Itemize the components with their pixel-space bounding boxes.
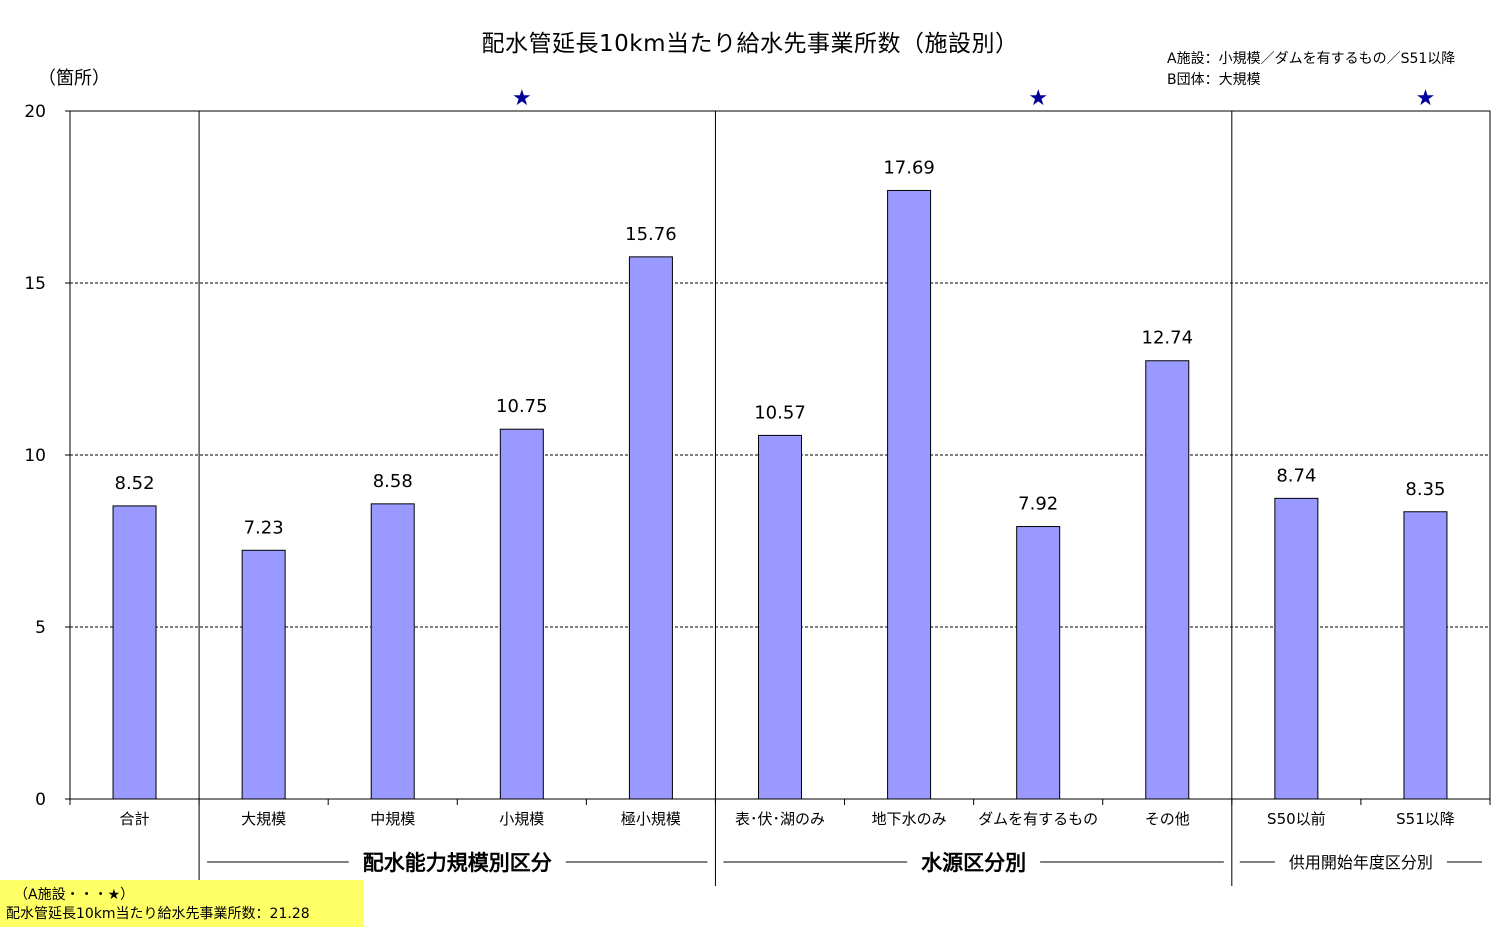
category-label: 大規模 bbox=[241, 810, 286, 828]
bar-value-label: 17.69 bbox=[883, 157, 935, 178]
group-label: 水源区分別 bbox=[921, 851, 1026, 875]
category-label: S50以前 bbox=[1267, 810, 1326, 828]
bar bbox=[112, 505, 157, 800]
bar-value-label: 12.74 bbox=[1142, 328, 1194, 349]
legend-note-line-b: B団体：大規模 bbox=[1167, 72, 1261, 88]
bar-value-label: 8.58 bbox=[373, 471, 413, 492]
bar bbox=[1016, 526, 1061, 800]
bar bbox=[241, 549, 286, 800]
y-axis-unit-label: （箇所） bbox=[38, 68, 110, 89]
chart-title: 配水管延長10km当たり給水先事業所数（施設別） bbox=[481, 31, 1019, 57]
y-tick-label: 0 bbox=[35, 790, 46, 810]
y-tick-label: 5 bbox=[35, 618, 46, 638]
footnote-box: （A施設・・・★） 配水管延長10km当たり給水先事業所数：21.28 bbox=[0, 880, 364, 927]
footnote-legend: （A施設・・・★） bbox=[14, 887, 135, 903]
bar-value-label: 8.74 bbox=[1276, 465, 1316, 486]
category-label: 中規模 bbox=[370, 810, 415, 828]
category-label: 合計 bbox=[120, 810, 150, 828]
y-tick-label: 10 bbox=[24, 446, 46, 466]
bar-value-label: 15.76 bbox=[625, 224, 677, 245]
bar-value-label: 7.92 bbox=[1018, 494, 1058, 515]
category-label: 地下水のみ bbox=[872, 810, 947, 828]
category-label: 表･伏･湖のみ bbox=[735, 810, 825, 828]
bar bbox=[1274, 497, 1319, 800]
category-label: その他 bbox=[1145, 810, 1190, 828]
group-label: 配水能力規模別区分 bbox=[363, 851, 552, 875]
bar bbox=[887, 189, 932, 800]
bar bbox=[628, 256, 673, 800]
star-marker: ★ bbox=[1028, 86, 1048, 111]
bar-value-label: 7.23 bbox=[244, 517, 284, 538]
footnote-total: 配水管延長10km当たり給水先事業所数：21.28 bbox=[6, 906, 310, 922]
bar-value-label: 10.57 bbox=[754, 402, 806, 423]
category-label: 極小規模 bbox=[621, 810, 681, 828]
y-tick-label: 15 bbox=[24, 274, 46, 294]
bar-value-label: 8.52 bbox=[115, 473, 155, 494]
legend-note-line-a: A施設：小規模／ダムを有するもの／S51以降 bbox=[1167, 51, 1456, 67]
bar bbox=[1403, 511, 1448, 800]
bar bbox=[758, 434, 802, 800]
bar bbox=[370, 503, 415, 800]
group-label: 供用開始年度区分別 bbox=[1289, 853, 1433, 872]
legend-note: A施設：小規模／ダムを有するもの／S51以降 B団体：大規模 bbox=[1167, 49, 1455, 91]
star-marker: ★ bbox=[1416, 86, 1436, 111]
bar bbox=[499, 428, 544, 800]
bar-value-label: 10.75 bbox=[496, 396, 548, 417]
bar-value-label: 8.35 bbox=[1405, 479, 1445, 500]
category-label: ダムを有するもの bbox=[978, 810, 1098, 828]
y-tick-label: 20 bbox=[24, 102, 46, 122]
category-label: 小規模 bbox=[499, 810, 544, 828]
category-label: S51以降 bbox=[1396, 810, 1455, 828]
star-marker: ★ bbox=[512, 86, 532, 111]
bar bbox=[1145, 360, 1190, 800]
